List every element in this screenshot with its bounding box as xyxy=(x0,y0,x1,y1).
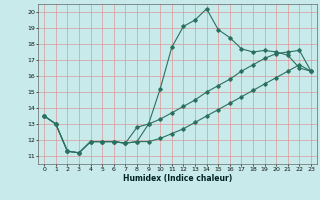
X-axis label: Humidex (Indice chaleur): Humidex (Indice chaleur) xyxy=(123,174,232,183)
